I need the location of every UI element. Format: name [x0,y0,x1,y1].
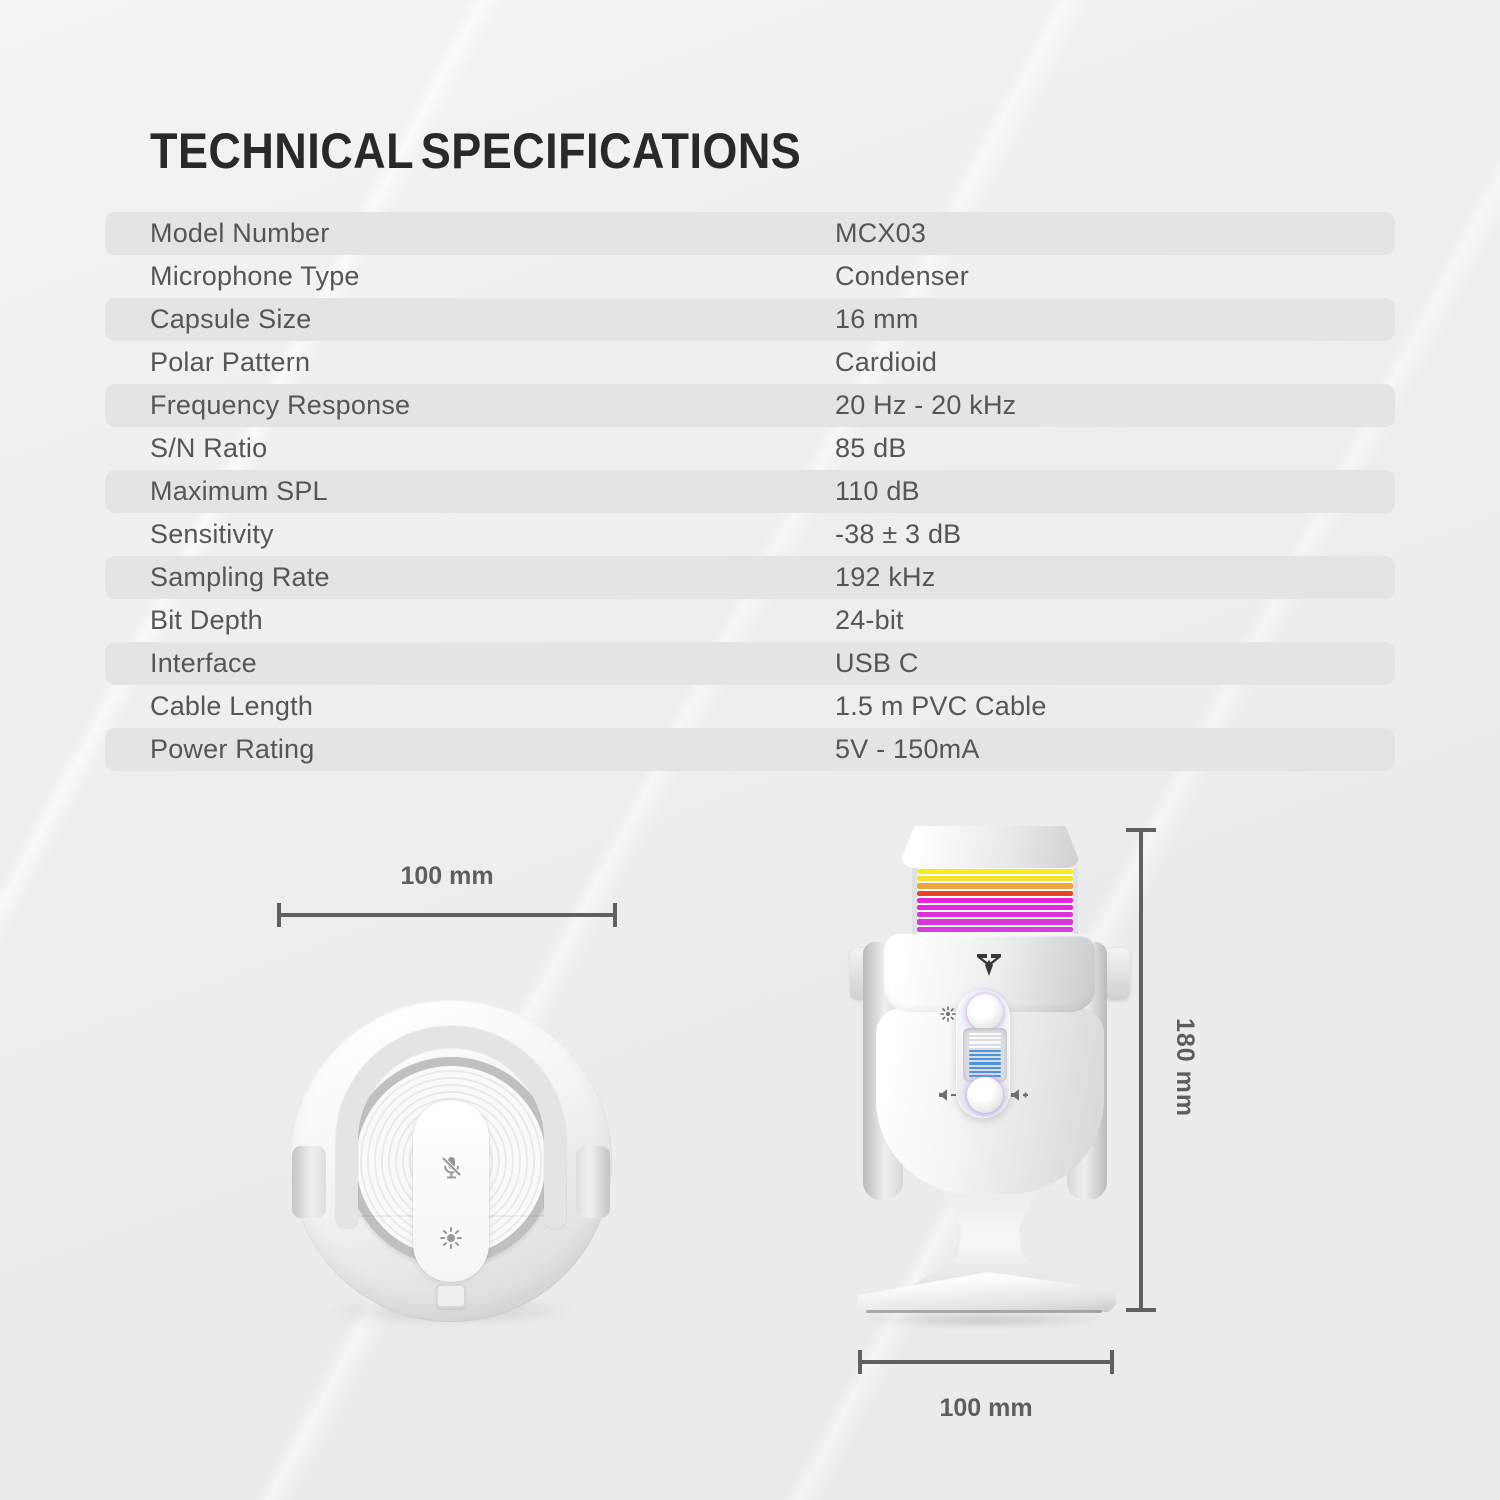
spec-value: Cardioid [835,347,938,377]
control-panel [413,1100,489,1282]
spec-label: Sensitivity [150,519,274,549]
spec-label: Maximum SPL [150,476,328,506]
spec-row: Capsule Size 16 mm [105,298,1395,341]
stand-base-edge [866,1310,1102,1313]
spec-label: Cable Length [150,691,314,721]
mount-bracket-arm [544,1214,566,1228]
spec-row: S/N Ratio 85 dB [105,427,1395,470]
spec-row: Microphone Type Condenser [105,255,1395,298]
mic-top-cap [900,826,1080,868]
brightness-icon [940,1006,956,1022]
page-title: TECHNICAL SPECIFICATIONS [150,123,802,179]
volume-plus-icon [1011,1089,1028,1101]
spec-value: 1.5 m PVC Cable [835,691,1047,721]
spec-row: Sampling Rate 192 kHz [105,556,1395,599]
spec-label: Microphone Type [150,261,360,291]
spec-value: -38 ± 3 dB [835,519,962,549]
led-level-display [963,1028,1007,1082]
spec-value: 110 dB [835,476,920,506]
usb-connector [436,1284,466,1308]
volume-minus-icon [939,1089,956,1101]
mic-mute-icon [441,1156,462,1179]
spec-row: Bit Depth 24-bit [105,599,1395,642]
microphone-side-view [850,820,1130,1328]
fantech-logo [977,954,1001,976]
side-view-width-label: 100 mm [939,1394,1033,1422]
spec-value: USB C [835,648,919,678]
spec-row: Polar Pattern Cardioid [105,341,1395,384]
spec-value: 192 kHz [835,562,936,592]
brightness-icon [440,1227,462,1249]
spec-label: Power Rating [150,734,315,764]
spec-value: MCX03 [835,218,927,248]
spec-row: Frequency Response 20 Hz - 20 kHz [105,384,1395,427]
stand-base [858,1272,1116,1312]
spec-value: 20 Hz - 20 kHz [835,390,1017,420]
spec-row: Power Rating 5V - 150mA [105,728,1395,771]
spec-label: Sampling Rate [150,562,330,592]
spec-label: Bit Depth [150,605,263,635]
spec-value: 24-bit [835,605,904,635]
mount-bracket-arm [336,1214,358,1228]
side-knob [576,1146,610,1218]
top-view-width-dimension-line [277,903,617,927]
rgb-light-stripes [912,868,1078,940]
top-view-width-label: 100 mm [400,862,494,890]
spec-value: 5V - 150mA [835,734,980,764]
spec-label: Interface [150,648,257,678]
microphone-top-view [290,1000,612,1326]
volume-knob [967,1077,1003,1113]
spec-label: Frequency Response [150,390,411,420]
spec-row: Maximum SPL 110 dB [105,470,1395,513]
side-view-width-dimension-line [858,1350,1114,1374]
spec-value: 16 mm [835,304,919,334]
spec-row: Model Number MCX03 [105,212,1395,255]
spec-label: S/N Ratio [150,433,268,463]
side-view-height-label: 180 mm [1171,1018,1199,1118]
mount-pivot [1104,948,1130,1000]
spec-label: Model Number [150,218,330,248]
side-view-height-dimension-line [1126,828,1156,1312]
spec-row: Sensitivity -38 ± 3 dB [105,513,1395,556]
spec-table: Model Number MCX03 Microphone Type Conde… [105,212,1395,771]
spec-row: Cable Length 1.5 m PVC Cable [105,685,1395,728]
spec-label: Polar Pattern [150,347,311,377]
spec-label: Capsule Size [150,304,312,334]
drop-shadow [856,1312,1114,1328]
spec-value: 85 dB [835,433,907,463]
side-knob [292,1146,326,1218]
lighting-knob [967,994,1003,1030]
spec-row: Interface USB C [105,642,1395,685]
spec-value: Condenser [835,261,969,291]
